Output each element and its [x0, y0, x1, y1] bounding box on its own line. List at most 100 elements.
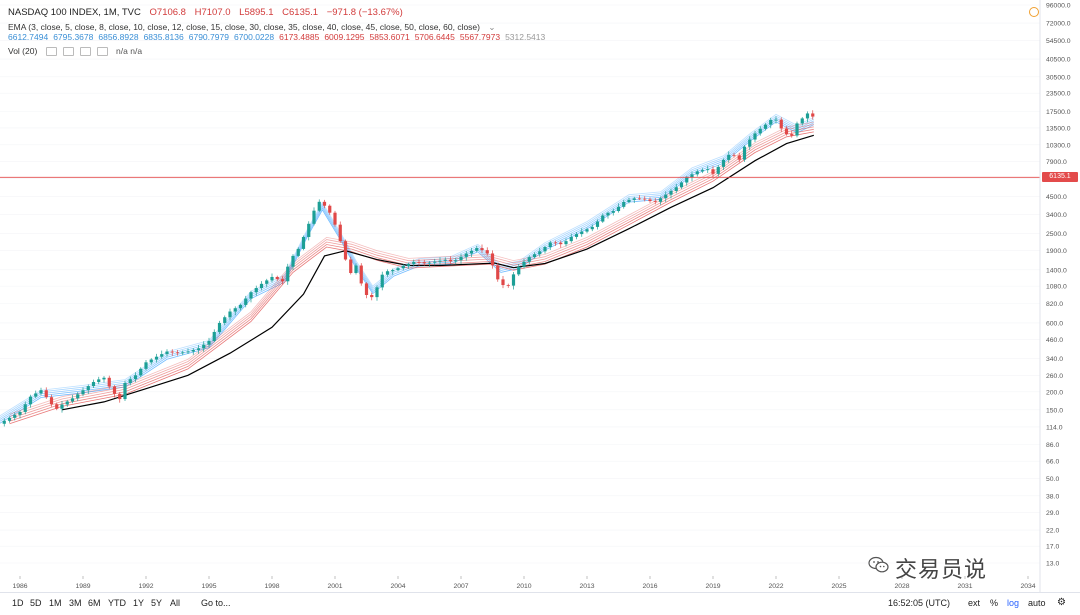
- more-icon[interactable]: [96, 47, 108, 57]
- candle: [443, 257, 447, 265]
- candle: [627, 197, 631, 204]
- candle: [359, 263, 363, 286]
- time-axis[interactable]: 1986 1989 1992 1995 1998 2001 2004 2007 2010 2013…: [12, 576, 1036, 590]
- y-tick-label: 260.0: [1046, 373, 1063, 380]
- goto-button[interactable]: Go to...: [201, 598, 231, 608]
- candle: [349, 256, 353, 275]
- ohlc-change: −971.8 (−13.67%): [326, 7, 403, 18]
- y-tick-label: 22.0: [1046, 528, 1059, 535]
- candle: [632, 196, 636, 204]
- range-button-ytd[interactable]: YTD: [108, 598, 126, 608]
- candle: [742, 145, 747, 162]
- candle: [28, 394, 33, 408]
- legend-volume[interactable]: Vol (20) n/a n/a: [8, 45, 148, 57]
- candle: [412, 259, 416, 267]
- candle: [2, 418, 6, 427]
- range-button-5d[interactable]: 5D: [30, 598, 42, 608]
- candle: [475, 245, 479, 253]
- x-tick-label: 2010: [516, 583, 531, 590]
- candle: [548, 240, 552, 251]
- x-tick-label: 2025: [831, 583, 846, 590]
- last-price-tag: 6135.1: [1042, 172, 1078, 183]
- candle: [643, 196, 647, 202]
- candle: [186, 348, 190, 354]
- candle: [795, 121, 799, 138]
- log-toggle[interactable]: log: [1007, 598, 1020, 608]
- alert-icon[interactable]: [1029, 7, 1039, 17]
- candle: [259, 281, 264, 291]
- chart-grid: [0, 4, 1040, 564]
- candle: [406, 262, 411, 269]
- candle: [679, 181, 684, 190]
- candle: [343, 239, 348, 261]
- candle: [86, 384, 90, 395]
- x-tick-label: 2001: [327, 583, 342, 590]
- candle: [44, 387, 48, 399]
- ohlc-close: C6135.1: [282, 7, 319, 18]
- candle: [601, 213, 605, 223]
- y-tick-label: 150.0: [1046, 407, 1063, 414]
- range-button-3m[interactable]: 3M: [69, 598, 82, 608]
- candle: [753, 130, 757, 143]
- candle: [55, 402, 59, 411]
- candle: [427, 261, 432, 267]
- candle: [175, 350, 180, 356]
- x-tick-label: 1992: [138, 583, 153, 590]
- range-button-6m[interactable]: 6M: [88, 598, 101, 608]
- settings-icon[interactable]: [62, 47, 74, 57]
- candle: [805, 111, 810, 123]
- range-button-1m[interactable]: 1M: [49, 598, 62, 608]
- symbol-title[interactable]: NASDAQ 100 INDEX, 1M, TVC: [8, 7, 141, 18]
- candle: [244, 295, 248, 308]
- candle: [606, 211, 610, 219]
- candle: [380, 271, 384, 291]
- candle: [333, 210, 337, 227]
- candle: [543, 245, 547, 254]
- candle: [144, 359, 148, 371]
- percent-toggle[interactable]: %: [990, 598, 999, 608]
- x-tick-label: 1998: [264, 583, 279, 590]
- x-tick-label: 2016: [642, 583, 657, 590]
- range-button-all[interactable]: All: [170, 598, 181, 608]
- candle: [538, 247, 542, 257]
- y-tick-label: 1080.0: [1046, 284, 1067, 291]
- candle: [160, 350, 164, 359]
- ema-value: 5567.7973: [459, 32, 501, 42]
- ema-title: EMA (3, close, 5, close, 8, close, 10, c…: [8, 22, 480, 32]
- candle: [212, 329, 216, 343]
- candle: [60, 401, 64, 413]
- y-tick-label: 40500.0: [1046, 57, 1071, 64]
- candle: [181, 350, 185, 356]
- y-tick-label: 3400.0: [1046, 212, 1067, 219]
- candle: [34, 390, 38, 399]
- range-button-1y[interactable]: 1Y: [133, 598, 145, 608]
- candle: [585, 227, 589, 234]
- y-tick-label: 66.0: [1046, 459, 1059, 466]
- candle: [301, 235, 306, 251]
- candle: [191, 348, 195, 355]
- candle: [128, 376, 132, 386]
- range-button-5y[interactable]: 5Y: [151, 598, 163, 608]
- candle: [433, 258, 437, 266]
- legend-main: NASDAQ 100 INDEX, 1M, TVC O7106.8 H7107.…: [8, 7, 409, 19]
- candle: [669, 188, 673, 199]
- candle: [65, 399, 69, 407]
- clock-readout[interactable]: 16:52:05 (UTC): [888, 598, 951, 608]
- ext-toggle[interactable]: ext: [968, 598, 981, 608]
- candle: [296, 247, 300, 258]
- legend-ema[interactable]: EMA (3, close, 5, close, 8, close, 10, c…: [8, 21, 502, 33]
- candle: [18, 410, 22, 419]
- gear-icon[interactable]: ⚙: [1057, 597, 1066, 608]
- eye-icon[interactable]: [45, 47, 57, 57]
- chevron-down-icon[interactable]: ⌄: [488, 22, 496, 32]
- candle: [102, 376, 106, 383]
- ema-values: 6612.7494 6795.3678 6856.8928 6835.8136 6790…: [8, 31, 550, 43]
- close-icon[interactable]: [79, 47, 91, 57]
- x-tick-label: 2004: [390, 583, 405, 590]
- range-button-1d[interactable]: 1D: [12, 598, 24, 608]
- candle: [506, 283, 510, 288]
- auto-toggle[interactable]: auto: [1028, 598, 1046, 608]
- ema-value: 6795.3678: [53, 32, 94, 42]
- candle: [118, 392, 122, 403]
